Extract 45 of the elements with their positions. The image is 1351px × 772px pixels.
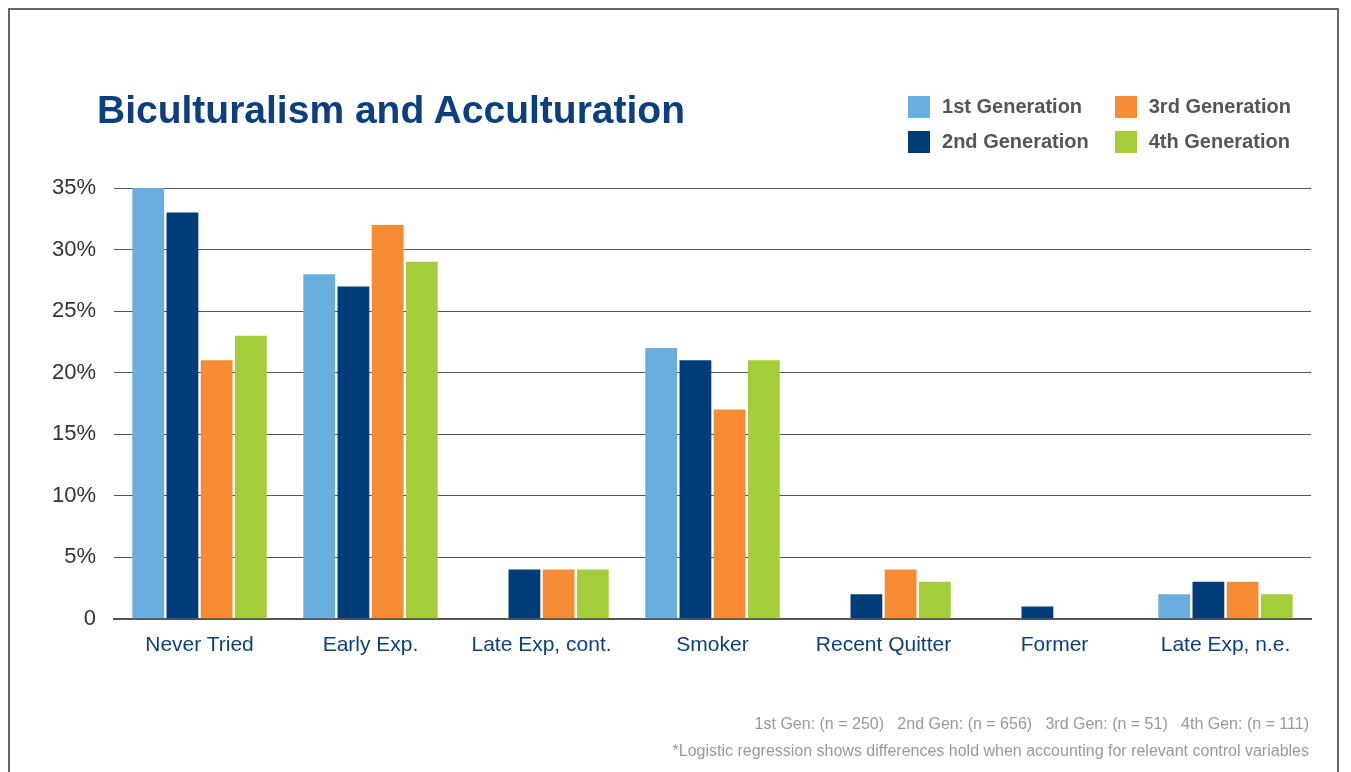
- bar: [166, 212, 199, 619]
- y-tick-label: 5%: [64, 543, 97, 569]
- bar: [508, 569, 541, 619]
- x-tick-label: Early Exp.: [322, 632, 419, 656]
- y-tick-label: 30%: [51, 235, 97, 261]
- bar: [884, 569, 917, 619]
- legend-label: 2nd Generation: [942, 130, 1089, 153]
- bar: [1260, 594, 1293, 619]
- bar: [576, 569, 609, 619]
- bar: [1021, 606, 1054, 619]
- bar: [918, 581, 951, 619]
- y-tick-label: 10%: [51, 481, 97, 507]
- bar: [645, 348, 678, 619]
- text: 1st Gen: (n = 250) 2nd Gen: (n = 656) 3rd Gen: (n = 51) 4th Gen: (n = 111): [754, 715, 1309, 732]
- x-tick-label: Late Exp, cont.: [471, 632, 612, 656]
- bar: [679, 360, 712, 619]
- y-tick-label: 25%: [51, 297, 97, 323]
- y-tick-label: 35%: [51, 174, 97, 200]
- bar: [1226, 581, 1259, 619]
- y-tick-label: 0: [83, 604, 97, 630]
- bar: [747, 360, 780, 619]
- x-tick-label: Recent Quitter: [815, 632, 952, 656]
- bar: [303, 274, 336, 619]
- x-tick-label: Late Exp, n.e.: [1160, 632, 1291, 656]
- chart-title: Biculturalism and Acculturation: [97, 88, 685, 132]
- bar: [132, 188, 165, 619]
- bar: [1192, 581, 1225, 619]
- legend-label: 4th Generation: [1148, 130, 1290, 153]
- bar: [405, 261, 438, 619]
- bar: [234, 335, 267, 619]
- y-tick-label: 15%: [51, 420, 97, 446]
- x-tick-label: Former: [1020, 632, 1089, 656]
- x-tick-label: Never Tried: [145, 632, 254, 656]
- x-tick-label: Smoker: [676, 632, 749, 656]
- text: *Logistic regression shows differences hold when accounting for relevant control variables: [672, 742, 1309, 759]
- bar: [371, 224, 404, 619]
- legend-label: 3rd Generation: [1148, 95, 1291, 118]
- legend-label: 1st Generation: [942, 95, 1083, 118]
- bar: [200, 360, 233, 619]
- bar: [850, 594, 883, 619]
- bar: [542, 569, 575, 619]
- bar: [713, 409, 746, 619]
- bar: [1158, 594, 1191, 619]
- y-tick-label: 20%: [51, 358, 97, 384]
- bar: [337, 286, 370, 619]
